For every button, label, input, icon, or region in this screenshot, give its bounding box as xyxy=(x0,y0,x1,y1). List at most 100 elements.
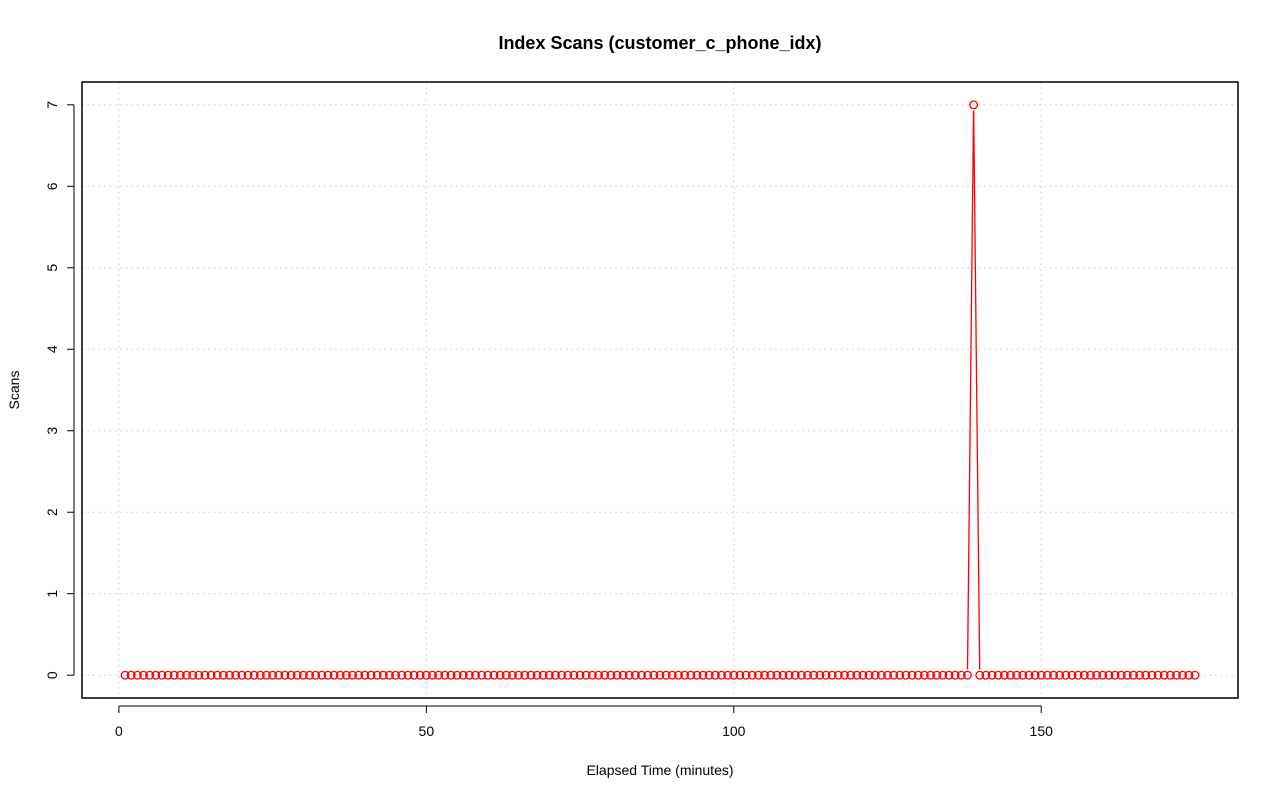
data-point xyxy=(507,670,517,680)
data-point xyxy=(772,670,782,680)
y-tick-label: 0 xyxy=(44,671,60,679)
data-point xyxy=(557,670,567,680)
data-point xyxy=(673,670,683,680)
data-point xyxy=(452,670,462,680)
data-point xyxy=(305,670,314,680)
data-point xyxy=(538,670,548,680)
data-point xyxy=(169,670,179,680)
data-point xyxy=(919,670,929,680)
data-point xyxy=(883,670,892,680)
data-point xyxy=(249,670,259,680)
data-point xyxy=(680,670,690,680)
data-point xyxy=(212,670,222,680)
data-point xyxy=(1141,670,1151,680)
data-point xyxy=(366,670,376,680)
data-point xyxy=(1190,670,1200,680)
data-point xyxy=(409,670,419,680)
data-point xyxy=(944,670,954,680)
data-point xyxy=(520,670,530,680)
data-point xyxy=(495,670,505,680)
data-point xyxy=(477,670,487,680)
data-point xyxy=(1165,670,1175,680)
data-point xyxy=(428,670,437,680)
data-point xyxy=(1110,670,1120,680)
data-point xyxy=(262,670,271,680)
data-point xyxy=(274,670,284,680)
data-point xyxy=(1116,670,1126,680)
data-point xyxy=(360,670,370,680)
data-point xyxy=(717,670,726,680)
data-point xyxy=(661,670,671,680)
data-point xyxy=(341,670,351,680)
data-point xyxy=(606,670,616,680)
data-point xyxy=(815,670,825,680)
data-point xyxy=(1055,670,1065,680)
data-point xyxy=(993,670,1003,680)
data-point xyxy=(618,670,628,680)
data-point xyxy=(667,670,677,680)
data-point xyxy=(268,670,278,680)
data-point xyxy=(120,670,130,680)
data-point xyxy=(145,670,155,680)
x-tick-label: 150 xyxy=(1030,723,1054,739)
y-tick-label: 4 xyxy=(44,345,60,353)
data-point xyxy=(391,670,401,680)
data-point xyxy=(692,670,702,680)
data-point xyxy=(514,670,524,680)
data-point xyxy=(809,670,819,680)
data-point xyxy=(895,670,905,680)
data-point xyxy=(157,670,167,680)
data-point xyxy=(489,670,499,680)
data-point xyxy=(1172,670,1181,680)
data-point xyxy=(975,670,985,680)
data-point xyxy=(729,670,739,680)
data-point xyxy=(446,670,456,680)
data-point xyxy=(544,670,554,680)
data-point xyxy=(766,670,776,680)
y-tick-label: 7 xyxy=(44,101,60,109)
data-point xyxy=(1178,670,1188,680)
data-point xyxy=(624,670,634,680)
data-point xyxy=(956,670,966,680)
data-point xyxy=(378,670,388,680)
data-point xyxy=(188,670,198,680)
data-point xyxy=(1024,670,1034,680)
data-point xyxy=(458,670,468,680)
data-point xyxy=(200,670,210,680)
x-tick-label: 50 xyxy=(419,723,435,739)
data-point xyxy=(182,670,191,680)
data-point xyxy=(175,670,185,680)
data-point xyxy=(704,670,714,680)
data-point xyxy=(163,670,173,680)
data-point xyxy=(231,670,241,680)
data-point xyxy=(1036,670,1046,680)
data-point xyxy=(218,670,228,680)
data-point xyxy=(932,670,942,680)
data-point xyxy=(569,670,579,680)
data-point xyxy=(710,670,720,680)
data-point xyxy=(760,670,769,680)
data-point xyxy=(987,670,997,680)
data-point xyxy=(280,670,290,680)
y-axis: 0 1 2 3 4 5 6 7 xyxy=(44,101,75,679)
data-point xyxy=(655,670,665,680)
data-point xyxy=(913,670,923,680)
data-point xyxy=(723,670,733,680)
data-point xyxy=(1079,670,1089,680)
data-point xyxy=(698,670,708,680)
data-point xyxy=(1085,670,1095,680)
x-tick-label: 100 xyxy=(722,723,746,739)
data-point xyxy=(1147,670,1157,680)
data-point xyxy=(846,670,856,680)
data-point xyxy=(981,670,991,680)
data-point xyxy=(1122,670,1132,680)
data-point xyxy=(464,670,474,680)
data-point xyxy=(821,670,831,680)
data-point xyxy=(833,670,843,680)
data-point xyxy=(643,670,653,680)
data-point xyxy=(1006,670,1015,680)
data-point xyxy=(206,670,216,680)
data-point xyxy=(1129,670,1138,680)
data-point xyxy=(551,670,560,680)
